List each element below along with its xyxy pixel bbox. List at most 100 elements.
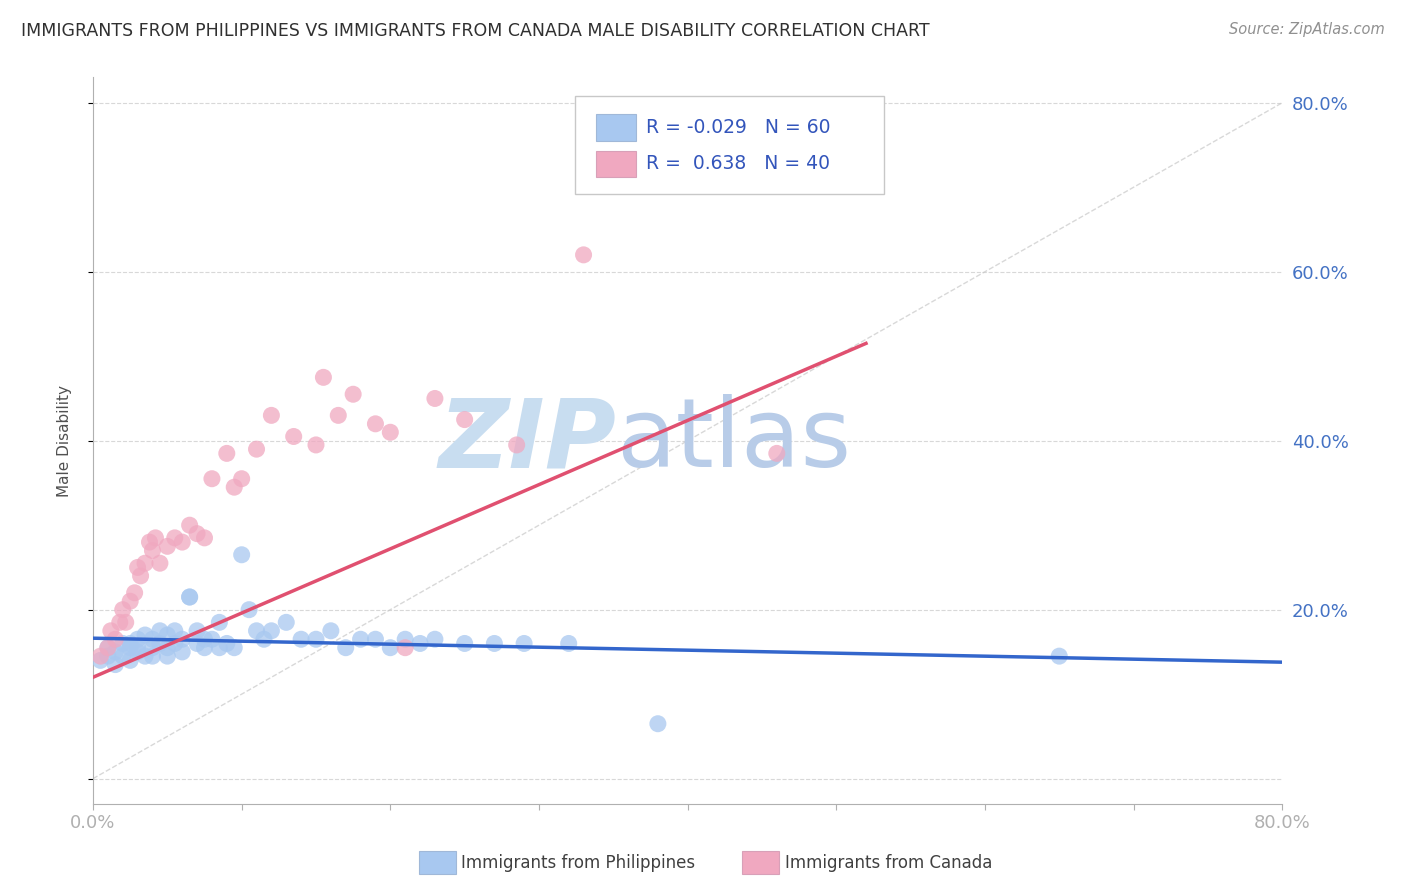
Point [394, 632, 416, 647]
Point [245, 442, 267, 457]
Point [127, 645, 149, 659]
Point [97, 640, 120, 655]
Point [305, 632, 328, 647]
Point [208, 615, 231, 630]
Point [276, 615, 298, 630]
Point [513, 636, 536, 650]
Text: Source: ZipAtlas.com: Source: ZipAtlas.com [1229, 22, 1385, 37]
FancyBboxPatch shape [596, 151, 637, 177]
Point [238, 602, 260, 616]
Point [231, 472, 253, 486]
Point [111, 636, 134, 650]
Point [765, 446, 787, 460]
Point [328, 409, 350, 423]
Point [215, 636, 238, 650]
Point [394, 640, 416, 655]
Point [104, 657, 127, 672]
Text: atlas: atlas [616, 394, 852, 487]
Point [364, 417, 387, 431]
Text: R =  0.638   N = 40: R = 0.638 N = 40 [645, 154, 830, 173]
Point [120, 594, 142, 608]
Point [647, 159, 669, 173]
Point [149, 636, 172, 650]
Point [231, 548, 253, 562]
Point [201, 472, 224, 486]
Point [349, 632, 371, 647]
Point [124, 586, 146, 600]
Y-axis label: Male Disability: Male Disability [58, 384, 72, 497]
Point [127, 632, 149, 647]
Point [186, 636, 208, 650]
Point [156, 628, 179, 642]
Point [89, 649, 111, 664]
Point [453, 412, 475, 426]
Point [193, 632, 215, 647]
Point [484, 636, 506, 650]
Point [100, 624, 122, 638]
Point [423, 632, 446, 647]
Point [172, 632, 194, 647]
Point [127, 560, 149, 574]
Point [186, 526, 208, 541]
Text: Immigrants from Philippines: Immigrants from Philippines [461, 854, 696, 871]
Point [163, 531, 186, 545]
Point [120, 640, 142, 655]
Point [97, 640, 120, 655]
Point [149, 624, 172, 638]
Point [172, 535, 194, 549]
Point [409, 636, 432, 650]
Point [380, 640, 402, 655]
Point [134, 649, 156, 664]
Point [97, 649, 120, 664]
Point [319, 624, 342, 638]
Point [453, 636, 475, 650]
Point [423, 392, 446, 406]
Point [312, 370, 335, 384]
Point [111, 602, 134, 616]
Point [201, 632, 224, 647]
Point [120, 636, 142, 650]
Point [290, 632, 312, 647]
Point [224, 640, 246, 655]
Point [505, 438, 527, 452]
Point [104, 632, 127, 647]
Point [572, 248, 595, 262]
Point [156, 539, 179, 553]
Point [193, 640, 215, 655]
Point [335, 640, 357, 655]
Point [179, 590, 201, 604]
Point [149, 556, 172, 570]
Point [283, 429, 305, 443]
Point [156, 640, 179, 655]
Point [215, 446, 238, 460]
Point [186, 624, 208, 638]
Point [129, 569, 152, 583]
Text: Immigrants from Canada: Immigrants from Canada [785, 854, 991, 871]
Point [260, 409, 283, 423]
Point [163, 624, 186, 638]
Point [260, 624, 283, 638]
Point [380, 425, 402, 440]
Point [141, 649, 163, 664]
Point [342, 387, 364, 401]
FancyBboxPatch shape [575, 95, 884, 194]
Point [141, 543, 163, 558]
Point [156, 649, 179, 664]
Point [141, 632, 163, 647]
Text: ZIP: ZIP [439, 394, 616, 487]
Point [145, 531, 167, 545]
Point [179, 518, 201, 533]
Point [127, 640, 149, 655]
Text: R = -0.029   N = 60: R = -0.029 N = 60 [645, 118, 831, 137]
Point [89, 653, 111, 667]
Point [138, 535, 160, 549]
Point [120, 653, 142, 667]
Point [208, 640, 231, 655]
Point [364, 632, 387, 647]
Point [305, 438, 328, 452]
Point [647, 716, 669, 731]
FancyBboxPatch shape [596, 114, 637, 141]
Point [557, 636, 579, 650]
Point [111, 649, 134, 664]
Point [134, 628, 156, 642]
